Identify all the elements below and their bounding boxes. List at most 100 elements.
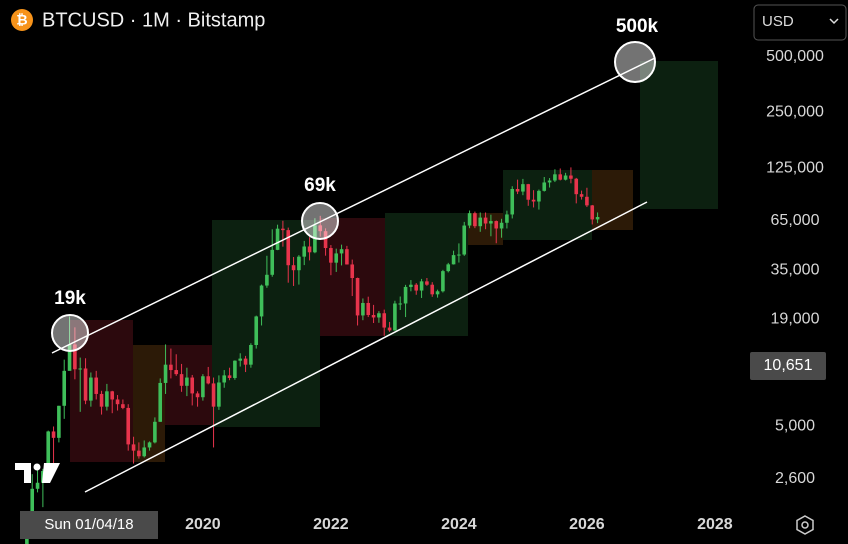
y-tick-label: 35,000 — [771, 262, 820, 279]
candle-body — [105, 391, 109, 407]
candle-body — [361, 302, 365, 316]
candle-body — [451, 255, 456, 265]
candle-body — [233, 360, 237, 378]
x-tick-label: 2020 — [185, 516, 221, 533]
candle-body — [350, 264, 355, 279]
candle-body — [430, 284, 435, 295]
candle-body — [441, 271, 445, 292]
candle-body — [73, 344, 77, 370]
header: ₿ BTCUSD · 1M · Bitstamp — [11, 9, 265, 31]
candle-body — [409, 284, 413, 287]
candle-body — [286, 230, 291, 266]
currency-box[interactable] — [753, 4, 847, 41]
y-tick-label: 5,000 — [775, 418, 815, 435]
date-label: Sun 01/04/18 — [20, 511, 158, 539]
candle-body — [30, 488, 35, 532]
logo-part — [33, 463, 41, 471]
candle-body — [542, 182, 547, 191]
candle-body — [307, 246, 312, 253]
candle-body — [398, 303, 403, 305]
annotation: 500k — [616, 16, 659, 37]
currency-select[interactable]: USD — [753, 4, 847, 41]
date-label-text: Sun 01/04/18 — [44, 516, 133, 533]
candle-body — [419, 281, 424, 291]
range-box — [503, 170, 592, 240]
candle-body — [547, 180, 552, 183]
candle-body — [153, 421, 157, 443]
range-box — [212, 220, 320, 427]
marker-circle — [51, 314, 89, 352]
candle-body — [393, 303, 397, 331]
candle-body — [115, 399, 120, 405]
candle-body — [131, 444, 136, 451]
candle-body — [366, 302, 371, 316]
candle-body — [579, 194, 584, 197]
candle-body — [174, 370, 179, 375]
candle-body — [329, 248, 333, 263]
candle-body — [206, 376, 211, 384]
settings-icon-center[interactable] — [801, 521, 809, 529]
candle-body — [51, 431, 56, 438]
candle-body — [478, 217, 483, 227]
logo-part — [15, 463, 31, 483]
candle-body — [462, 225, 467, 255]
candle-body — [531, 199, 536, 202]
candle-body — [121, 404, 125, 408]
candle-body — [382, 313, 387, 328]
dropdown-arrow[interactable] — [829, 18, 839, 25]
candle-body — [217, 382, 221, 407]
candle-body — [345, 249, 349, 265]
candle-body — [291, 265, 296, 271]
candle-body — [435, 291, 440, 295]
settings-icon[interactable] — [796, 515, 814, 535]
candle-body — [147, 442, 152, 448]
annotation: 19k — [54, 288, 86, 309]
candle-body — [585, 196, 589, 206]
candle-body — [62, 370, 67, 406]
logo-part — [42, 463, 60, 483]
candle-body — [457, 254, 461, 256]
candle-body — [99, 393, 104, 407]
candle-body — [323, 231, 328, 249]
y-tick-label: 19,000 — [771, 311, 820, 328]
candle-body — [590, 205, 595, 220]
candle-body — [78, 368, 83, 370]
candle-body — [521, 184, 525, 192]
candle-body — [249, 345, 253, 365]
candle-body — [179, 374, 184, 386]
y-tick-label: 500,000 — [766, 48, 824, 65]
range-box — [385, 213, 468, 336]
range-box — [592, 170, 633, 230]
currency-label[interactable]: USD — [762, 13, 794, 30]
candle-body — [526, 184, 531, 200]
candle-body — [473, 213, 477, 227]
candle-body — [169, 364, 173, 371]
y-tick-label: 250,000 — [766, 104, 824, 121]
candle-body — [110, 391, 115, 400]
y-tick-label: 2,600 — [775, 470, 815, 487]
channel-upper — [51, 57, 656, 354]
candle-body — [222, 375, 227, 383]
candle-body — [57, 405, 61, 438]
candle-body — [259, 285, 264, 317]
marker-circle — [301, 202, 339, 240]
channel-lower — [84, 201, 648, 493]
candle-body — [425, 281, 429, 285]
candle-body — [334, 253, 339, 263]
date-label-box — [20, 511, 158, 539]
annotation: 69k — [304, 175, 336, 196]
price-label: 10,651 — [750, 352, 826, 380]
x-tick-label: 2028 — [697, 516, 733, 533]
candle-body — [83, 368, 88, 401]
candle-body — [387, 327, 392, 331]
candle-body — [371, 315, 376, 318]
candle-body — [377, 313, 381, 318]
candle-body — [190, 377, 195, 394]
candle-body — [137, 450, 141, 457]
candle-body — [355, 278, 360, 316]
candle-body — [195, 393, 200, 398]
y-tick-label: 125,000 — [766, 159, 824, 176]
candle-body — [505, 214, 509, 223]
